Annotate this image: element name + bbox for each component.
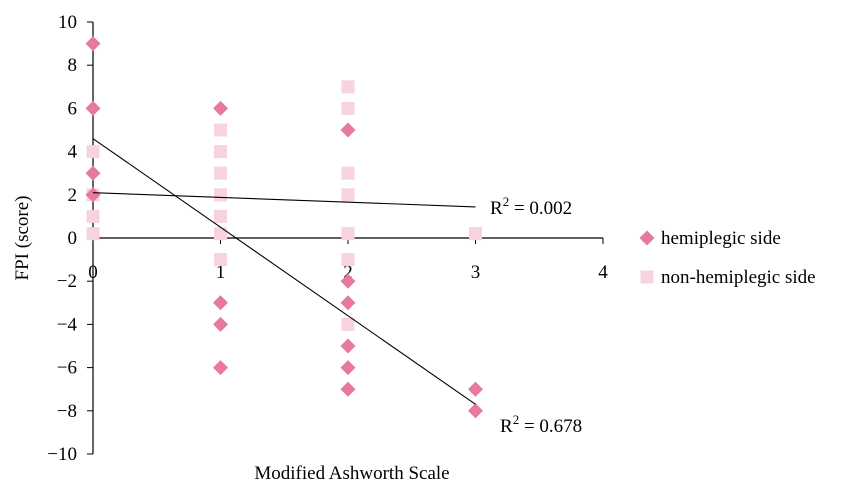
- hemiplegic-point: [213, 100, 228, 116]
- non-hemiplegic-point: [341, 188, 355, 202]
- hemiplegic-trendline: [92, 138, 476, 405]
- x-tick-label: 3: [471, 262, 481, 283]
- x-tick-label: 1: [216, 262, 226, 283]
- hemiplegic-point: [213, 360, 228, 376]
- y-axis: 10 8 6 4 2 0 −2 −4 −6 −8 −10: [47, 12, 94, 465]
- non-hemiplegic-point: [214, 227, 227, 241]
- hemiplegic-point: [340, 338, 356, 354]
- y-tick-label: −8: [57, 401, 77, 422]
- non-hemiplegic-r2-label: R2 = 0.002: [490, 194, 572, 219]
- y-tick-label: 0: [68, 228, 78, 249]
- y-tick-label: 6: [68, 98, 78, 119]
- y-axis-title: FPI (score): [12, 196, 33, 281]
- non-hemiplegic-point: [214, 166, 227, 180]
- y-tick-label: −6: [57, 358, 77, 379]
- non-hemiplegic-point: [341, 317, 355, 331]
- legend: hemiplegic side non-hemiplegic side: [639, 228, 816, 288]
- non-hemiplegic-point: [86, 227, 100, 241]
- non-hemiplegic-point: [341, 227, 355, 241]
- hemiplegic-r2-label: R2 = 0.678: [500, 412, 582, 437]
- non-hemiplegic-point: [86, 145, 100, 159]
- y-tick-label: 4: [68, 142, 78, 163]
- x-tick-label: 0: [88, 262, 98, 283]
- y-tick-label: 2: [68, 185, 78, 206]
- hemiplegic-point: [340, 381, 356, 397]
- legend-non-hemiplegic-label: non-hemiplegic side: [661, 267, 816, 288]
- non-hemiplegic-point: [341, 80, 355, 94]
- hemiplegic-point: [340, 360, 356, 376]
- non-hemiplegic-point: [214, 253, 227, 267]
- non-hemiplegic-point: [214, 123, 227, 137]
- x-tick-label: 4: [598, 262, 608, 283]
- non-hemiplegic-point: [86, 209, 100, 223]
- y-tick-label: −2: [57, 271, 77, 292]
- trendlines: R2 = 0.678 R2 = 0.002: [92, 138, 582, 437]
- y-tick-label: 8: [68, 55, 78, 76]
- non-hemiplegic-point: [214, 145, 227, 159]
- legend-non-hemiplegic-marker: [640, 270, 654, 284]
- y-tick-label: 10: [58, 12, 77, 33]
- non-hemiplegic-trendline: [92, 192, 476, 208]
- hemiplegic-point: [85, 100, 101, 116]
- hemiplegic-point: [340, 122, 356, 138]
- non-hemiplegic-point: [214, 188, 227, 202]
- y-tick-label: −10: [47, 444, 77, 465]
- hemiplegic-point: [85, 36, 101, 52]
- x-tick-label: 2: [343, 262, 353, 283]
- x-axis-title: Modified Ashworth Scale: [254, 463, 449, 482]
- hemiplegic-point: [85, 187, 101, 203]
- hemiplegic-point: [213, 295, 228, 311]
- hemiplegic-point: [340, 295, 356, 311]
- non-hemiplegic-point: [214, 209, 227, 223]
- non-hemiplegic-point: [341, 253, 355, 267]
- hemiplegic-point: [213, 316, 228, 332]
- non-hemiplegic-point: [341, 101, 355, 115]
- data-points: [85, 36, 483, 419]
- non-hemiplegic-point: [341, 166, 355, 180]
- hemiplegic-point: [340, 273, 356, 289]
- legend-hemiplegic-marker: [639, 230, 655, 246]
- legend-hemiplegic-label: hemiplegic side: [661, 228, 781, 249]
- y-tick-label: −4: [57, 314, 78, 335]
- hemiplegic-point: [468, 403, 483, 419]
- hemiplegic-point: [468, 381, 483, 397]
- hemiplegic-point: [85, 165, 101, 181]
- non-hemiplegic-point: [469, 227, 482, 241]
